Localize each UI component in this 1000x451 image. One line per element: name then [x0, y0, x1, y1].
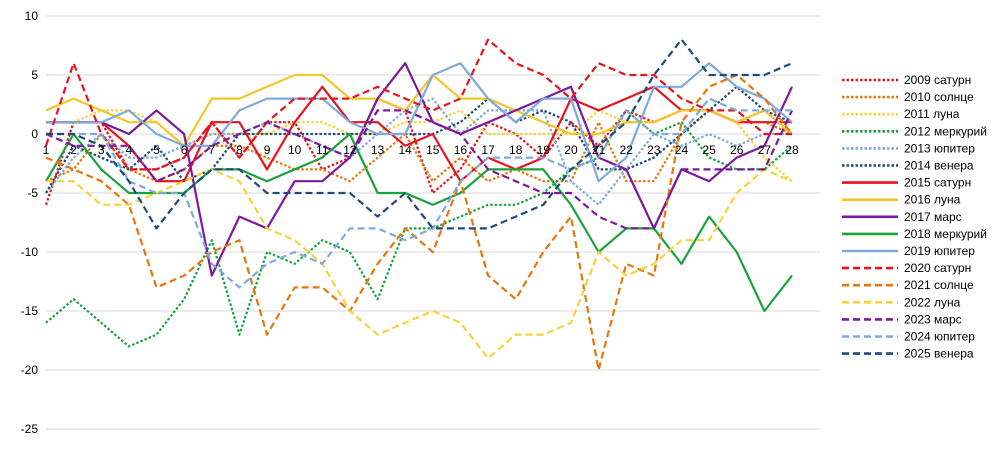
series-line-7 — [46, 85, 792, 183]
x-tick-label: 25 — [702, 143, 716, 157]
series-line-1 — [44, 97, 793, 206]
legend-label: 2016 луна — [904, 193, 961, 207]
x-tick-label: 6 — [181, 143, 188, 157]
x-tick-label: 26 — [730, 143, 744, 157]
x-tick-label: 8 — [236, 143, 243, 157]
x-tick-label: 28 — [785, 143, 799, 157]
series-line-10 — [45, 132, 793, 313]
x-tick-label: 4 — [126, 143, 133, 157]
x-tick-label: 24 — [675, 143, 689, 157]
series-line-17 — [46, 38, 793, 230]
x-tick-label: 1 — [43, 143, 50, 157]
y-tick-label: -10 — [21, 245, 39, 259]
legend-label: 2014 венера — [904, 159, 974, 173]
legend-label: 2015 сатурн — [904, 176, 971, 190]
series-line-13 — [45, 73, 793, 372]
y-tick-label: -5 — [27, 186, 38, 200]
series-line-2 — [45, 109, 793, 183]
x-tick-label: 18 — [509, 143, 523, 157]
legend-label: 2020 сатурн — [904, 261, 971, 275]
x-tick-label: 20 — [564, 143, 578, 157]
series-line-14 — [46, 168, 793, 360]
series-lines — [44, 38, 793, 372]
legend-label: 2018 меркурий — [904, 227, 987, 241]
y-tick-label: -25 — [21, 422, 39, 436]
x-tick-label: 23 — [647, 143, 661, 157]
legend-label: 2010 солнце — [904, 90, 974, 104]
x-tick-label: 14 — [399, 143, 413, 157]
x-tick-label: 15 — [426, 143, 440, 157]
x-tick-label: 21 — [592, 143, 606, 157]
x-tick-label: 27 — [758, 143, 772, 157]
y-tick-label: 0 — [31, 127, 38, 141]
x-tick-label: 5 — [153, 143, 160, 157]
legend: 2009 сатурн 2010 солнце 2011 луна 2012 мерк… — [842, 73, 987, 361]
y-tick-label: 5 — [31, 68, 38, 82]
legend-label: 2022 луна — [904, 295, 961, 309]
legend-label: 2013 юпитер — [904, 141, 975, 155]
series-line-6 — [45, 85, 793, 194]
legend-label: 2025 венера — [904, 347, 974, 361]
x-tick-label: 22 — [620, 143, 634, 157]
series-line-15 — [45, 109, 793, 230]
series-line-16 — [46, 97, 792, 289]
legend-label: 2017 марс — [904, 210, 962, 224]
x-tick-label: 7 — [208, 143, 215, 157]
legend-label: 2019 юпитер — [904, 244, 975, 258]
x-tick-label: 16 — [454, 143, 468, 157]
legend-label: 2011 луна — [904, 107, 960, 121]
x-tick-label: 13 — [371, 143, 385, 157]
series-line-12 — [44, 38, 792, 171]
x-tick-label: 9 — [264, 143, 271, 157]
x-tick-label: 10 — [288, 143, 302, 157]
legend-label: 2024 юпитер — [904, 330, 975, 344]
series-line-4 — [45, 109, 793, 348]
x-axis: 1 2 3 4 5 6 7 8 9 10 11 12 13 14 15 16 17 18 19 20 21 22 23 24 2… — [43, 143, 799, 157]
x-tick-label: 3 — [98, 143, 105, 157]
legend-label: 2021 солнце — [904, 278, 974, 292]
y-tick-label: -20 — [21, 363, 39, 377]
legend-label: 2023 марс — [904, 312, 962, 326]
x-tick-label: 2 — [70, 143, 77, 157]
legend-label: 2009 сатурн — [904, 73, 971, 87]
legend-label: 2012 меркурий — [904, 124, 987, 138]
y-tick-label: 10 — [25, 9, 39, 23]
x-tick-label: 19 — [537, 143, 551, 157]
y-tick-label: -15 — [21, 304, 39, 318]
x-tick-label: 12 — [343, 143, 357, 157]
y-axis: 10 5 0 -5 -10 -15 -20 -25 — [21, 9, 39, 436]
x-tick-label: 11 — [316, 143, 329, 157]
x-tick-label: 17 — [481, 143, 495, 157]
